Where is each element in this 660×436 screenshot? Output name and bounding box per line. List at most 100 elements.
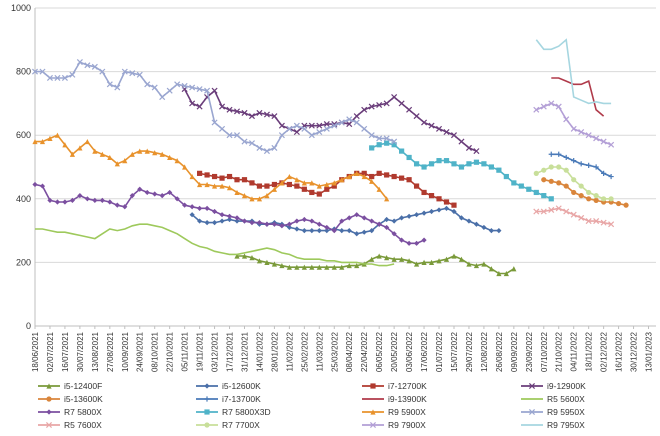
data-point-r9-5950x bbox=[256, 144, 263, 151]
data-point-r7-5800x3d bbox=[451, 161, 457, 167]
data-point-r9-5900x bbox=[84, 138, 90, 145]
data-point-r7-5800x bbox=[182, 202, 188, 208]
x-tick-label: 19/11/2021 bbox=[196, 331, 205, 371]
data-point-i5-12400f bbox=[399, 256, 405, 262]
data-point-r7-5800x3d bbox=[496, 167, 502, 173]
data-point-r7-5800x3d bbox=[503, 173, 509, 180]
data-point-i5-12400f bbox=[256, 258, 263, 264]
data-point-r9-5950x bbox=[368, 132, 375, 139]
data-point-r7-5800x bbox=[84, 196, 90, 202]
data-point-i5-12600k bbox=[354, 231, 360, 237]
x-tick-label: 21/10/2022 bbox=[555, 331, 564, 372]
data-point-r9-7900x bbox=[533, 106, 540, 113]
data-point-r7-5800x3d bbox=[488, 164, 494, 170]
data-point-r9-5900x bbox=[189, 173, 195, 180]
data-point-i9-12900k bbox=[443, 128, 450, 136]
legend-marker bbox=[46, 409, 52, 415]
data-point-i7-12700k bbox=[384, 172, 390, 178]
data-point-r9-5950x bbox=[69, 71, 76, 78]
data-point-r7-5800x3d bbox=[533, 189, 539, 196]
data-point-i7-12700k bbox=[369, 173, 375, 180]
data-point-i5-12600k bbox=[324, 228, 330, 234]
data-point-i5-12600k bbox=[204, 220, 210, 226]
data-point-r9-5950x bbox=[331, 122, 338, 129]
data-point-i5-12400f bbox=[413, 261, 420, 267]
data-point-r7-5800x bbox=[219, 212, 225, 218]
data-point-r7-5800x bbox=[152, 191, 158, 197]
legend-marker bbox=[204, 422, 210, 428]
data-point-r7-5800x bbox=[346, 215, 352, 221]
data-point-r9-7900x bbox=[563, 116, 570, 123]
data-point-r7-5800x3d bbox=[511, 180, 517, 186]
data-point-r7-5800x bbox=[122, 204, 128, 210]
data-point-r9-5900x bbox=[226, 185, 233, 191]
data-point-r5-7600x bbox=[608, 221, 615, 228]
data-point-i5-12600k bbox=[309, 228, 315, 234]
data-point-i5-12400f bbox=[264, 259, 270, 265]
x-tick-label: 18/06/2021 bbox=[31, 331, 40, 372]
data-point-i5-12400f bbox=[443, 256, 450, 262]
x-tick-label: 13/08/2021 bbox=[91, 331, 100, 372]
data-point-r7-7700x bbox=[608, 196, 614, 202]
data-point-r7-5800x bbox=[406, 240, 412, 246]
data-point-r9-5950x bbox=[226, 132, 233, 139]
data-point-i9-12900k bbox=[323, 121, 330, 128]
data-point-r9-5950x bbox=[271, 144, 278, 151]
data-point-i9-12900k bbox=[211, 87, 218, 94]
data-point-i5-12400f bbox=[249, 255, 255, 261]
data-point-r9-5900x bbox=[167, 154, 173, 161]
x-tick-label: 04/11/2022 bbox=[570, 331, 579, 371]
legend-marker bbox=[370, 383, 376, 389]
data-point-r9-5900x bbox=[32, 138, 38, 145]
data-point-r7-5800x3d bbox=[391, 142, 397, 148]
x-tick-label: 11/03/2022 bbox=[315, 331, 324, 371]
data-point-i7-12700k bbox=[376, 170, 382, 176]
data-point-r7-5800x3d bbox=[443, 158, 450, 164]
data-point-i5-12600k bbox=[473, 221, 480, 227]
data-point-i5-12600k bbox=[428, 208, 435, 215]
data-point-r5-7600x bbox=[593, 218, 600, 225]
data-point-i5-12400f bbox=[376, 253, 382, 259]
data-point-r9-7900x bbox=[548, 100, 555, 107]
data-point-i9-12900k bbox=[473, 148, 480, 155]
data-point-i5-12600k bbox=[384, 216, 390, 223]
data-point-r7-5800x bbox=[413, 240, 420, 246]
data-point-i5-12600k bbox=[316, 228, 322, 234]
legend-marker bbox=[369, 421, 377, 429]
legend-label: i7-12700K bbox=[388, 381, 427, 391]
data-point-r9-7900x bbox=[540, 103, 547, 110]
data-point-r9-5950x bbox=[76, 59, 83, 66]
legend-label: i5-13600K bbox=[64, 394, 103, 404]
data-point-i5-12400f bbox=[369, 256, 375, 262]
data-point-r9-7900x bbox=[585, 132, 592, 139]
data-point-i5-12600k bbox=[294, 226, 300, 232]
data-point-i5-12600k bbox=[339, 228, 345, 234]
data-point-i5-12600k bbox=[481, 224, 487, 231]
data-point-i5-12400f bbox=[324, 264, 330, 270]
data-point-i5-12400f bbox=[309, 264, 315, 270]
x-tick-label: 30/07/2021 bbox=[76, 331, 85, 372]
data-point-i5-13600k bbox=[541, 177, 547, 183]
data-point-i5-12600k bbox=[361, 229, 367, 235]
data-point-i7-12700k bbox=[219, 175, 225, 181]
data-point-r7-5800x bbox=[92, 197, 98, 203]
data-point-r7-5800x bbox=[294, 218, 300, 224]
data-point-r7-5800x bbox=[301, 216, 307, 223]
data-point-r7-5800x bbox=[324, 224, 330, 231]
data-point-r5-7600x bbox=[563, 208, 570, 215]
data-point-r9-5900x bbox=[92, 148, 98, 154]
data-point-r7-7700x bbox=[541, 167, 547, 173]
data-point-r7-5800x3d bbox=[526, 186, 532, 192]
data-point-i7-13700k bbox=[556, 151, 562, 157]
data-point-r9-5950x bbox=[106, 81, 113, 88]
data-point-r9-5950x bbox=[46, 74, 53, 81]
data-point-r7-5800x bbox=[361, 215, 367, 221]
data-point-r9-5950x bbox=[181, 82, 188, 89]
data-point-i7-12700k bbox=[294, 183, 300, 189]
data-point-i7-12700k bbox=[286, 181, 292, 188]
legend-marker bbox=[528, 382, 536, 390]
data-point-r7-5800x3d bbox=[458, 164, 465, 170]
data-point-i7-12700k bbox=[204, 172, 210, 178]
data-point-r9-5900x bbox=[346, 173, 352, 180]
